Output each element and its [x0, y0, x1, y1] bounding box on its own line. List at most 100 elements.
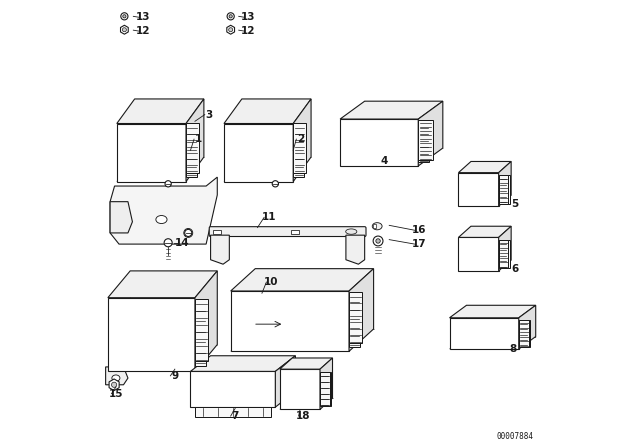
Polygon shape: [293, 123, 306, 173]
Polygon shape: [349, 292, 362, 343]
Polygon shape: [419, 121, 433, 160]
Text: 17: 17: [412, 239, 426, 249]
Polygon shape: [320, 372, 331, 406]
Ellipse shape: [346, 229, 357, 234]
Polygon shape: [519, 305, 536, 349]
Text: 11: 11: [261, 212, 276, 222]
Polygon shape: [419, 101, 443, 166]
Text: 10: 10: [264, 277, 278, 287]
Bar: [372, 224, 376, 228]
Text: 00007884: 00007884: [497, 431, 533, 441]
Text: 6: 6: [511, 264, 519, 274]
Polygon shape: [211, 235, 229, 264]
Polygon shape: [195, 303, 206, 366]
Circle shape: [121, 13, 128, 20]
Polygon shape: [195, 271, 217, 371]
Bar: [213, 230, 221, 234]
Text: 15: 15: [109, 389, 123, 399]
Text: 1: 1: [195, 134, 202, 144]
FancyBboxPatch shape: [209, 227, 366, 237]
Polygon shape: [458, 161, 511, 172]
Polygon shape: [191, 371, 275, 407]
Polygon shape: [191, 356, 296, 371]
Circle shape: [228, 28, 233, 32]
Polygon shape: [519, 320, 530, 347]
Circle shape: [227, 13, 234, 20]
Polygon shape: [230, 291, 349, 351]
Bar: [291, 230, 299, 234]
Polygon shape: [186, 128, 197, 177]
Polygon shape: [340, 119, 419, 166]
Polygon shape: [293, 99, 311, 181]
Polygon shape: [186, 123, 198, 173]
Polygon shape: [320, 372, 330, 406]
Circle shape: [185, 229, 192, 237]
Polygon shape: [275, 356, 296, 407]
Polygon shape: [519, 320, 529, 347]
Text: 12: 12: [136, 26, 150, 36]
Polygon shape: [110, 177, 217, 244]
Polygon shape: [106, 367, 128, 385]
Circle shape: [123, 15, 126, 18]
Polygon shape: [120, 25, 128, 34]
Polygon shape: [280, 369, 320, 409]
Polygon shape: [499, 175, 510, 204]
Polygon shape: [230, 269, 374, 291]
Polygon shape: [116, 99, 204, 124]
Polygon shape: [280, 358, 333, 369]
Text: 13: 13: [136, 12, 150, 22]
Polygon shape: [458, 237, 499, 271]
Text: 8: 8: [509, 344, 516, 354]
Polygon shape: [108, 271, 217, 297]
Text: 13: 13: [241, 12, 256, 22]
Circle shape: [165, 181, 172, 187]
Polygon shape: [349, 269, 374, 351]
Polygon shape: [499, 175, 508, 204]
Polygon shape: [499, 161, 511, 206]
Polygon shape: [499, 240, 510, 268]
Text: 12: 12: [241, 26, 256, 36]
Polygon shape: [109, 379, 119, 391]
Polygon shape: [186, 99, 204, 181]
Polygon shape: [349, 296, 360, 347]
Polygon shape: [419, 123, 429, 163]
Polygon shape: [458, 226, 511, 237]
Text: 3: 3: [205, 110, 213, 120]
Ellipse shape: [372, 223, 382, 230]
Text: 5: 5: [511, 199, 519, 209]
Polygon shape: [346, 235, 365, 264]
Text: 18: 18: [296, 411, 310, 421]
Circle shape: [373, 236, 383, 246]
Polygon shape: [499, 240, 508, 268]
Polygon shape: [110, 202, 132, 233]
Text: 14: 14: [175, 238, 189, 248]
Text: 4: 4: [380, 156, 388, 167]
Text: 7: 7: [232, 411, 239, 421]
Polygon shape: [224, 99, 311, 124]
Circle shape: [229, 15, 232, 18]
Ellipse shape: [156, 215, 167, 224]
Circle shape: [164, 239, 172, 247]
Circle shape: [122, 28, 126, 32]
Polygon shape: [227, 25, 234, 34]
Text: 9: 9: [172, 371, 179, 381]
Polygon shape: [195, 407, 271, 417]
Polygon shape: [458, 172, 499, 206]
Polygon shape: [449, 318, 519, 349]
Polygon shape: [108, 297, 195, 371]
Polygon shape: [320, 358, 333, 409]
Circle shape: [184, 228, 193, 237]
Ellipse shape: [112, 375, 120, 381]
Circle shape: [111, 382, 116, 388]
Circle shape: [272, 181, 278, 187]
Text: 2: 2: [297, 134, 305, 144]
Text: 16: 16: [412, 225, 426, 235]
Polygon shape: [195, 299, 209, 362]
Polygon shape: [293, 128, 305, 177]
Polygon shape: [499, 226, 511, 271]
Polygon shape: [340, 101, 443, 119]
Polygon shape: [449, 305, 536, 318]
Circle shape: [376, 239, 380, 243]
Polygon shape: [224, 124, 293, 181]
Polygon shape: [116, 124, 186, 181]
